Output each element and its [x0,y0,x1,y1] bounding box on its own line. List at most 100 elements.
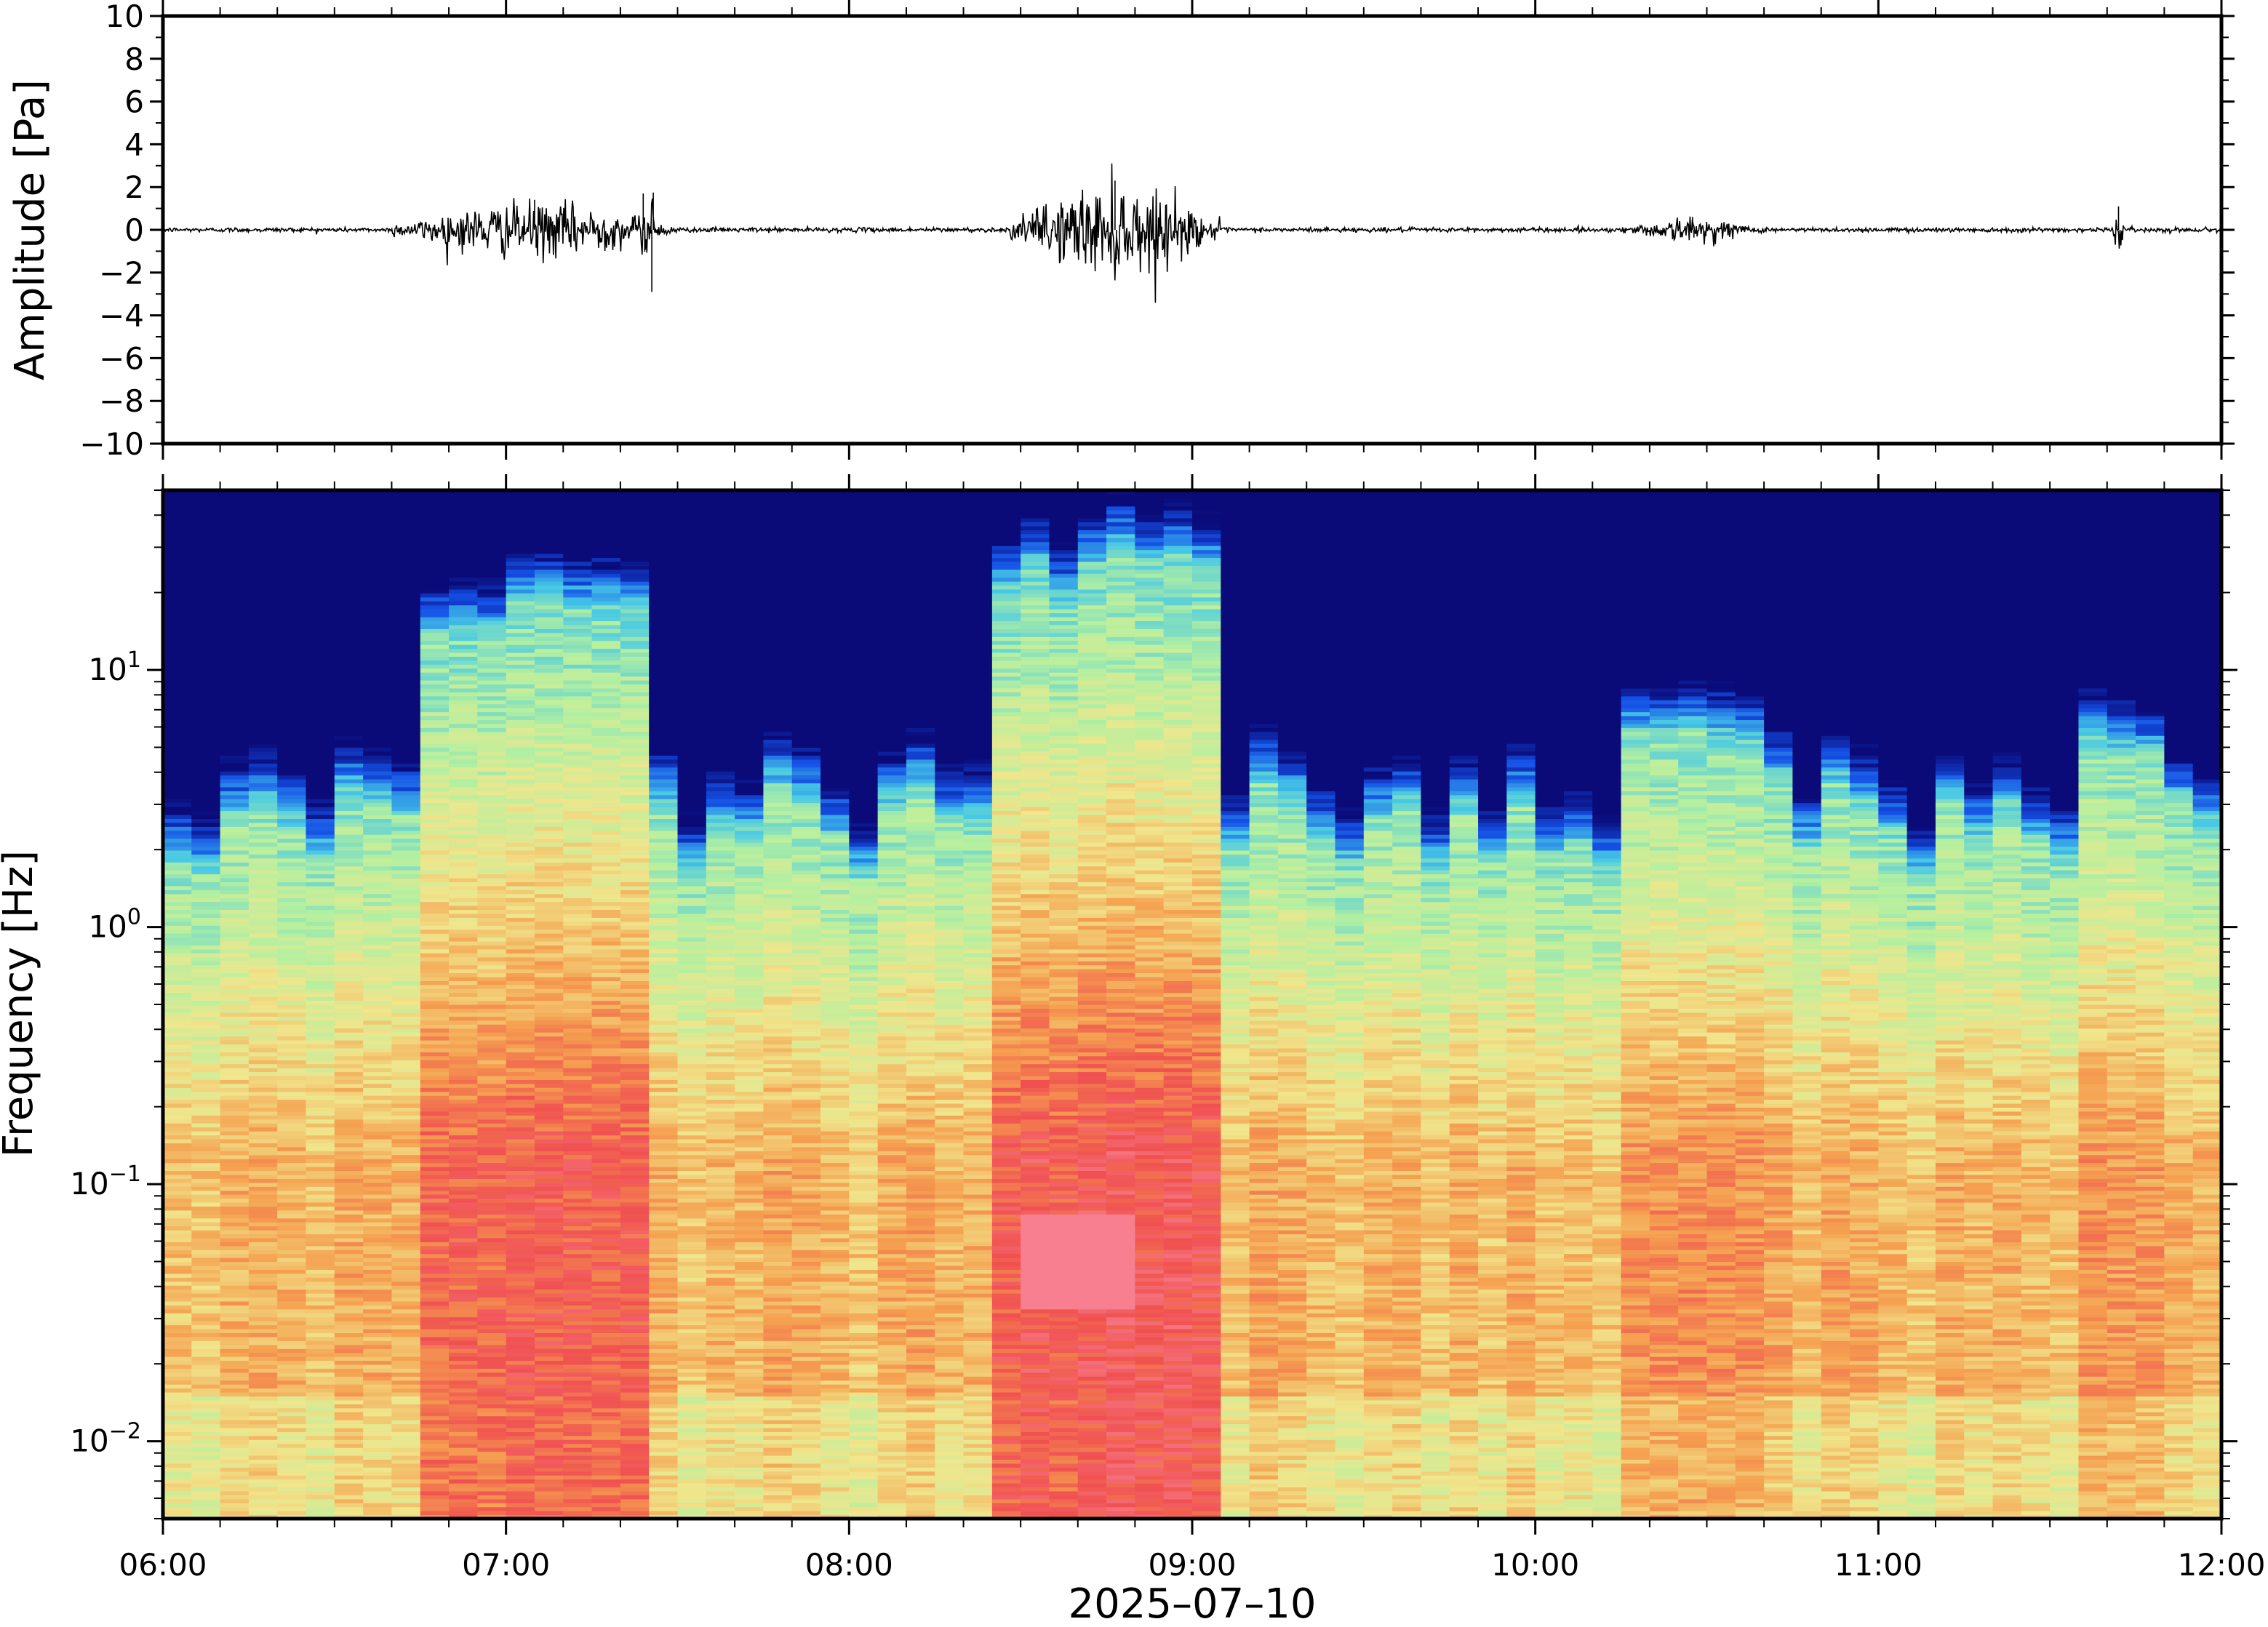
spectrogram-cell [249,818,278,823]
spectrogram-cell [477,980,506,985]
spectrogram-cell [220,1431,249,1436]
spectrogram-cell [506,1321,535,1325]
spectrogram-cell [449,826,478,831]
spectrogram-cell [420,1092,450,1096]
spectrogram-cell [477,925,506,930]
spectrogram-cell [592,1372,621,1377]
spectrogram-cell [335,1183,364,1187]
spectrogram-cell [220,917,249,922]
spectrogram-cell [420,1115,450,1119]
spectrogram-cell [363,494,392,498]
spectrogram-cell [363,1274,392,1278]
spectrogram-cell [506,625,535,629]
spectrogram-cell [592,565,621,569]
spectrogram-cell [249,882,278,886]
spectrogram-cell [649,1388,678,1393]
spectrogram-cell [506,1183,535,1187]
spectrogram-cell [649,1167,678,1171]
spectrogram-cell [620,1384,650,1388]
spectrogram-cell [163,779,192,783]
spectrogram-cell [477,1254,506,1258]
spectrogram-cell [335,902,364,906]
spectrogram-cell [163,993,192,997]
spectrogram-cell [391,1095,420,1100]
spectrogram-cell [506,514,535,519]
spectrogram-cell [563,684,592,688]
spectrogram-cell [335,1135,364,1139]
spectrogram-cell [391,1214,420,1218]
spectrogram-cell [249,1163,278,1167]
spectrogram-cell [535,1115,564,1119]
spectrogram-cell [191,1147,220,1151]
spectrogram-cell [163,553,192,558]
spectrogram-cell [535,700,564,704]
spectrogram-cell [563,1226,592,1231]
spectrogram-cell [620,545,650,550]
spectrogram-cell [592,1340,621,1345]
spectrogram-cell [592,1008,621,1012]
spectrogram-cell [449,1396,478,1400]
spectrogram-cell [449,1048,478,1052]
spectrogram-cell [449,1194,478,1199]
spectrogram-cell [592,719,621,724]
spectrogram-cell [277,510,306,514]
spectrogram-cell [277,949,306,954]
spectrogram-cell [592,1040,621,1044]
spectrogram-cell [363,1412,392,1416]
spectrogram-cell [563,1297,592,1301]
spectrogram-cell [620,846,650,850]
spectrogram-cell [249,1246,278,1250]
spectrogram-cell [506,985,535,989]
spectrogram-cell [420,759,450,764]
spectrogram-cell [449,1167,478,1171]
spectrogram-cell [335,1444,364,1448]
spectrogram-cell [220,980,249,985]
spectrogram-cell [563,799,592,803]
spectrogram-cell [678,1467,707,1471]
spectrogram-cell [277,1068,306,1072]
spectrogram-cell [191,1028,220,1033]
spectrogram-cell [592,708,621,712]
spectrogram-cell [563,1301,592,1306]
spectrogram-cell [363,1012,392,1017]
spectrogram-cell [592,846,621,850]
spectrogram-cell [335,1020,364,1025]
spectrogram-cell [506,815,535,819]
spectrogram-cell [163,748,192,752]
spectrogram-cell [220,1028,249,1033]
spectrogram-cell [649,514,678,519]
spectrogram-cell [335,1503,364,1507]
spectrogram-cell [420,1356,450,1361]
spectrogram-cell [220,988,249,993]
spectrogram-cell [363,1234,392,1238]
spectrogram-cell [363,727,392,732]
spectrogram-cell [163,628,192,633]
spectrogram-cell [335,930,364,934]
spectrogram-cell [592,993,621,997]
spectrogram-cell [363,1036,392,1041]
spectrogram-cell [249,534,278,538]
spectrogram-cell [220,1254,249,1258]
spectrogram-cell [506,771,535,775]
spectrogram-cell [678,1313,707,1317]
spectrogram-cell [563,1356,592,1361]
spectrogram-cell [363,1214,392,1218]
spectrogram-cell [449,494,478,498]
spectrogram-cell [363,1305,392,1309]
spectrogram-cell [592,1266,621,1270]
spectrogram-cell [306,506,335,511]
spectrogram-cell [420,1170,450,1175]
spectrogram-cell [477,1001,506,1005]
spectrogram-cell [191,672,220,676]
spectrogram-cell [363,795,392,799]
spectrogram-cell [191,732,220,736]
spectrogram-cell [277,1107,306,1111]
spectrogram-cell [592,1439,621,1444]
spectrogram-cell [449,988,478,993]
spectrogram-cell [249,1471,278,1476]
spectrogram-cell [391,1297,420,1301]
spectrogram-cell [420,636,450,641]
spectrogram-cell [563,1345,592,1349]
spectrogram-cell [449,1511,478,1515]
spectrogram-cell [335,506,364,511]
